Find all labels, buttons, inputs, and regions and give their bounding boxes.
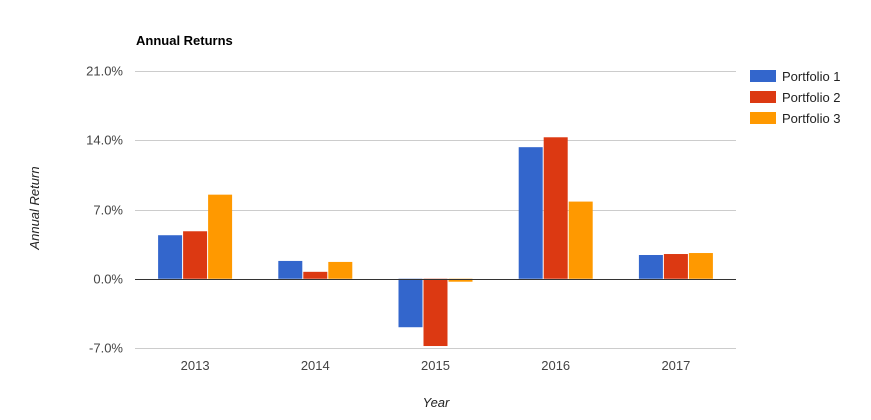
x-tick-label: 2014: [301, 358, 330, 373]
x-tick-label: 2016: [541, 358, 570, 373]
y-tick-label: 7.0%: [93, 203, 123, 218]
x-tick-label: 2017: [661, 358, 690, 373]
bar: [183, 231, 208, 279]
bar: [663, 254, 688, 279]
legend-label: Portfolio 2: [782, 90, 841, 105]
bar: [158, 235, 183, 279]
y-axis-ticks: -7.0% 0.0% 7.0% 14.0% 21.0%: [86, 64, 123, 356]
bar: [543, 137, 568, 279]
y-tick-label: -7.0%: [89, 341, 123, 356]
bar: [208, 194, 233, 279]
legend-label: Portfolio 1: [782, 69, 841, 84]
x-axis-title: Year: [423, 395, 450, 410]
gridlines: [135, 71, 736, 349]
bar: [303, 271, 328, 279]
bar: [398, 278, 423, 328]
bars: [158, 137, 713, 347]
bar: [638, 255, 663, 279]
y-axis-title: Annual Return: [27, 166, 42, 250]
bar: [688, 253, 713, 279]
legend: Portfolio 1 Portfolio 2 Portfolio 3: [750, 69, 841, 126]
y-tick-label: 0.0%: [93, 272, 123, 287]
bar: [328, 261, 353, 279]
y-tick-label: 14.0%: [86, 133, 123, 148]
bar: [423, 278, 448, 347]
legend-swatch: [750, 112, 776, 124]
x-tick-label: 2013: [181, 358, 210, 373]
bar: [568, 201, 593, 279]
legend-swatch: [750, 91, 776, 103]
bar: [448, 278, 473, 282]
x-tick-label: 2015: [421, 358, 450, 373]
bar: [278, 260, 303, 279]
legend-swatch: [750, 70, 776, 82]
bar: [518, 147, 543, 279]
x-axis-ticks: 2013 2014 2015 2016 2017: [181, 358, 691, 373]
legend-label: Portfolio 3: [782, 111, 841, 126]
y-tick-label: 21.0%: [86, 64, 123, 79]
chart-title: Annual Returns: [136, 33, 233, 48]
